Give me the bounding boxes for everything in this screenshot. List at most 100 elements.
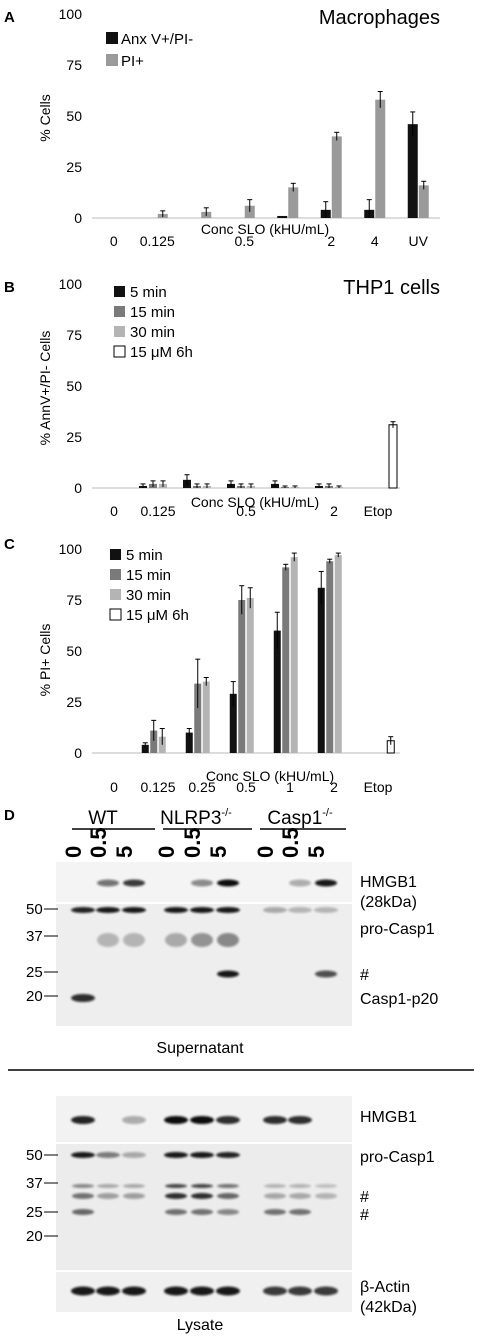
x-tick-label-c-5: 2 bbox=[330, 779, 338, 795]
band-actin-7 bbox=[288, 1286, 312, 1296]
blot-bands bbox=[71, 879, 338, 1296]
chart-title-a: Macrophages bbox=[319, 7, 440, 29]
lane-label-0: 0 bbox=[61, 846, 86, 858]
x-tick-label-a-5: 2 bbox=[327, 233, 335, 249]
band-procasp1-sup-1 bbox=[96, 907, 120, 913]
legend-swatch-pi bbox=[106, 54, 118, 66]
x-tick-label-c-6: Etop bbox=[364, 779, 393, 795]
band-hmgb1-lys-5 bbox=[216, 1116, 240, 1124]
label-hmgb1-sup-mw: (28kDa) bbox=[360, 894, 417, 911]
x-tick-label-a-1: 0.125 bbox=[140, 233, 175, 249]
band-hash2-lys-5 bbox=[217, 1193, 239, 1199]
band-smear-sup-3 bbox=[165, 933, 187, 947]
panel-c: C 0 25 50 75 100 0 0.125 0.25 0.5 1 2 Etop Conc SLO… bbox=[4, 536, 400, 795]
bar-c-s2-c5 bbox=[334, 555, 342, 753]
band-hmgb1-lys-0 bbox=[71, 1116, 95, 1124]
band-hash3-lys-7 bbox=[289, 1209, 311, 1215]
x-tick-label-b-6: Etop bbox=[364, 503, 393, 519]
bar-c-s0-c3 bbox=[229, 693, 237, 753]
group-label-wt: WT bbox=[88, 808, 118, 829]
section-label-supernatant: Supernatant bbox=[156, 1040, 244, 1057]
band-hmgb1-sup-2 bbox=[123, 879, 145, 887]
panel-label-d: D bbox=[4, 807, 15, 824]
panel-label-c: C bbox=[4, 536, 15, 553]
x-tick-label-b-3: 0.5 bbox=[236, 503, 256, 519]
x-axis-label-b: Conc SLO (kHU/mL) bbox=[191, 494, 319, 510]
legend-swatch-15min-c bbox=[110, 569, 121, 580]
legend-swatch-etop-b bbox=[113, 345, 126, 358]
y-tick-label-c-4: 100 bbox=[59, 541, 83, 557]
band-hash2-lys-6 bbox=[264, 1193, 286, 1199]
chart-b: 0 25 50 75 100 0 0.125 0.5 2 Etop bbox=[59, 276, 400, 519]
bar-c-s0-c1 bbox=[141, 744, 149, 753]
band-hmgb1-lys-3 bbox=[164, 1116, 188, 1124]
bar-c-s2-c3 bbox=[246, 597, 254, 753]
band-procasp1-lys-4 bbox=[190, 1152, 214, 1158]
band-hash2-lys-8 bbox=[315, 1193, 337, 1199]
band-p20-sup-0 bbox=[71, 994, 95, 1002]
bar-a-s1-c6 bbox=[375, 99, 386, 218]
band-hmgb1-sup-8 bbox=[315, 879, 337, 887]
x-tick-label-a-7: UV bbox=[409, 233, 429, 249]
band-procasp1-sup-8 bbox=[314, 907, 338, 913]
chart-title-b: THP1 cells bbox=[343, 277, 440, 299]
band-hmgb1-lys-7 bbox=[288, 1116, 312, 1124]
band-hashmid-lys-1 bbox=[97, 1184, 119, 1188]
y-tick-label-a-3: 75 bbox=[66, 57, 82, 73]
blot-strip-procasp1-sup bbox=[56, 904, 352, 1026]
band-smear-sup-4 bbox=[191, 933, 213, 947]
bar-c-s1-c4 bbox=[282, 567, 290, 753]
band-hmgb1-sup-1 bbox=[97, 879, 119, 887]
band-hmgb1-sup-5 bbox=[217, 879, 239, 887]
bar-a-s0-c4 bbox=[277, 215, 288, 218]
group-label-casp1: Casp1-/- bbox=[267, 807, 333, 829]
band-procasp1-sup-3 bbox=[164, 907, 188, 913]
x-tick-label-c-2: 0.25 bbox=[188, 779, 215, 795]
lane-label-6: 0 bbox=[253, 846, 278, 858]
band-hash-sup-8 bbox=[315, 970, 337, 978]
lane-label-3: 0 bbox=[154, 846, 179, 858]
band-hashmid-lys-2 bbox=[123, 1184, 145, 1188]
chart-a: 0 25 50 75 100 0 0.125 0.5 2 4 UV bbox=[59, 6, 440, 249]
bar-c-s1-c1 bbox=[150, 730, 158, 753]
label-hash-1: # bbox=[360, 967, 369, 984]
x-tick-label-b-5: 2 bbox=[330, 503, 338, 519]
band-hashmid-lys-5 bbox=[217, 1184, 239, 1188]
band-procasp1-lys-5 bbox=[216, 1152, 240, 1158]
band-smear-sup-5 bbox=[217, 933, 239, 947]
y-axis-label-a: % Cells bbox=[37, 94, 53, 141]
legend-label-5min-b: 5 min bbox=[130, 284, 167, 301]
band-procasp1-sup-7 bbox=[288, 907, 312, 913]
legend-label-pi: PI+ bbox=[121, 53, 144, 70]
band-hashmid-lys-4 bbox=[191, 1184, 213, 1188]
bar-c-s2-c2 bbox=[202, 681, 210, 753]
y-tick-label-c-3: 75 bbox=[66, 592, 82, 608]
legend-swatch-30min-b bbox=[114, 326, 125, 337]
band-actin-1 bbox=[96, 1286, 120, 1296]
bar-c-s2-c4 bbox=[290, 557, 298, 753]
band-hashmid-lys-7 bbox=[289, 1184, 311, 1188]
lane-label-5: 5 bbox=[206, 846, 231, 858]
chart-c: 0 25 50 75 100 0 0.125 0.25 0.5 1 2 Etop bbox=[59, 541, 400, 795]
y-tick-label-b-2: 50 bbox=[66, 378, 82, 394]
mw-markers-lys: 50 37 25 20 bbox=[26, 1147, 58, 1245]
lane-label-1: 0.5 bbox=[86, 827, 111, 858]
band-hashmid-lys-0 bbox=[72, 1184, 94, 1188]
bar-a-s1-c4 bbox=[288, 187, 299, 218]
y-tick-label-a-2: 50 bbox=[66, 108, 82, 124]
band-actin-2 bbox=[122, 1286, 146, 1296]
band-hmgb1-lys-4 bbox=[190, 1116, 214, 1124]
x-tick-label-c-4: 1 bbox=[286, 779, 294, 795]
bar-c-s0-c5 bbox=[317, 587, 325, 753]
band-procasp1-sup-6 bbox=[263, 907, 287, 913]
group-label-nlrp3: NLRP3-/- bbox=[160, 807, 232, 829]
band-procasp1-lys-1 bbox=[96, 1152, 120, 1158]
band-procasp1-sup-0 bbox=[71, 907, 95, 913]
band-hash2-lys-0 bbox=[72, 1193, 94, 1199]
x-tick-label-a-0: 0 bbox=[110, 233, 118, 249]
group-label-casp1-name: Casp1 bbox=[267, 808, 322, 829]
band-actin-5 bbox=[216, 1286, 240, 1296]
y-axis-label-c: % PI+ Cells bbox=[37, 624, 53, 697]
panel-a: A Macrophages 0 25 50 75 100 0 0.125 0.5 2 4 UV Co… bbox=[4, 6, 440, 249]
band-hash3-lys-4 bbox=[191, 1209, 213, 1215]
